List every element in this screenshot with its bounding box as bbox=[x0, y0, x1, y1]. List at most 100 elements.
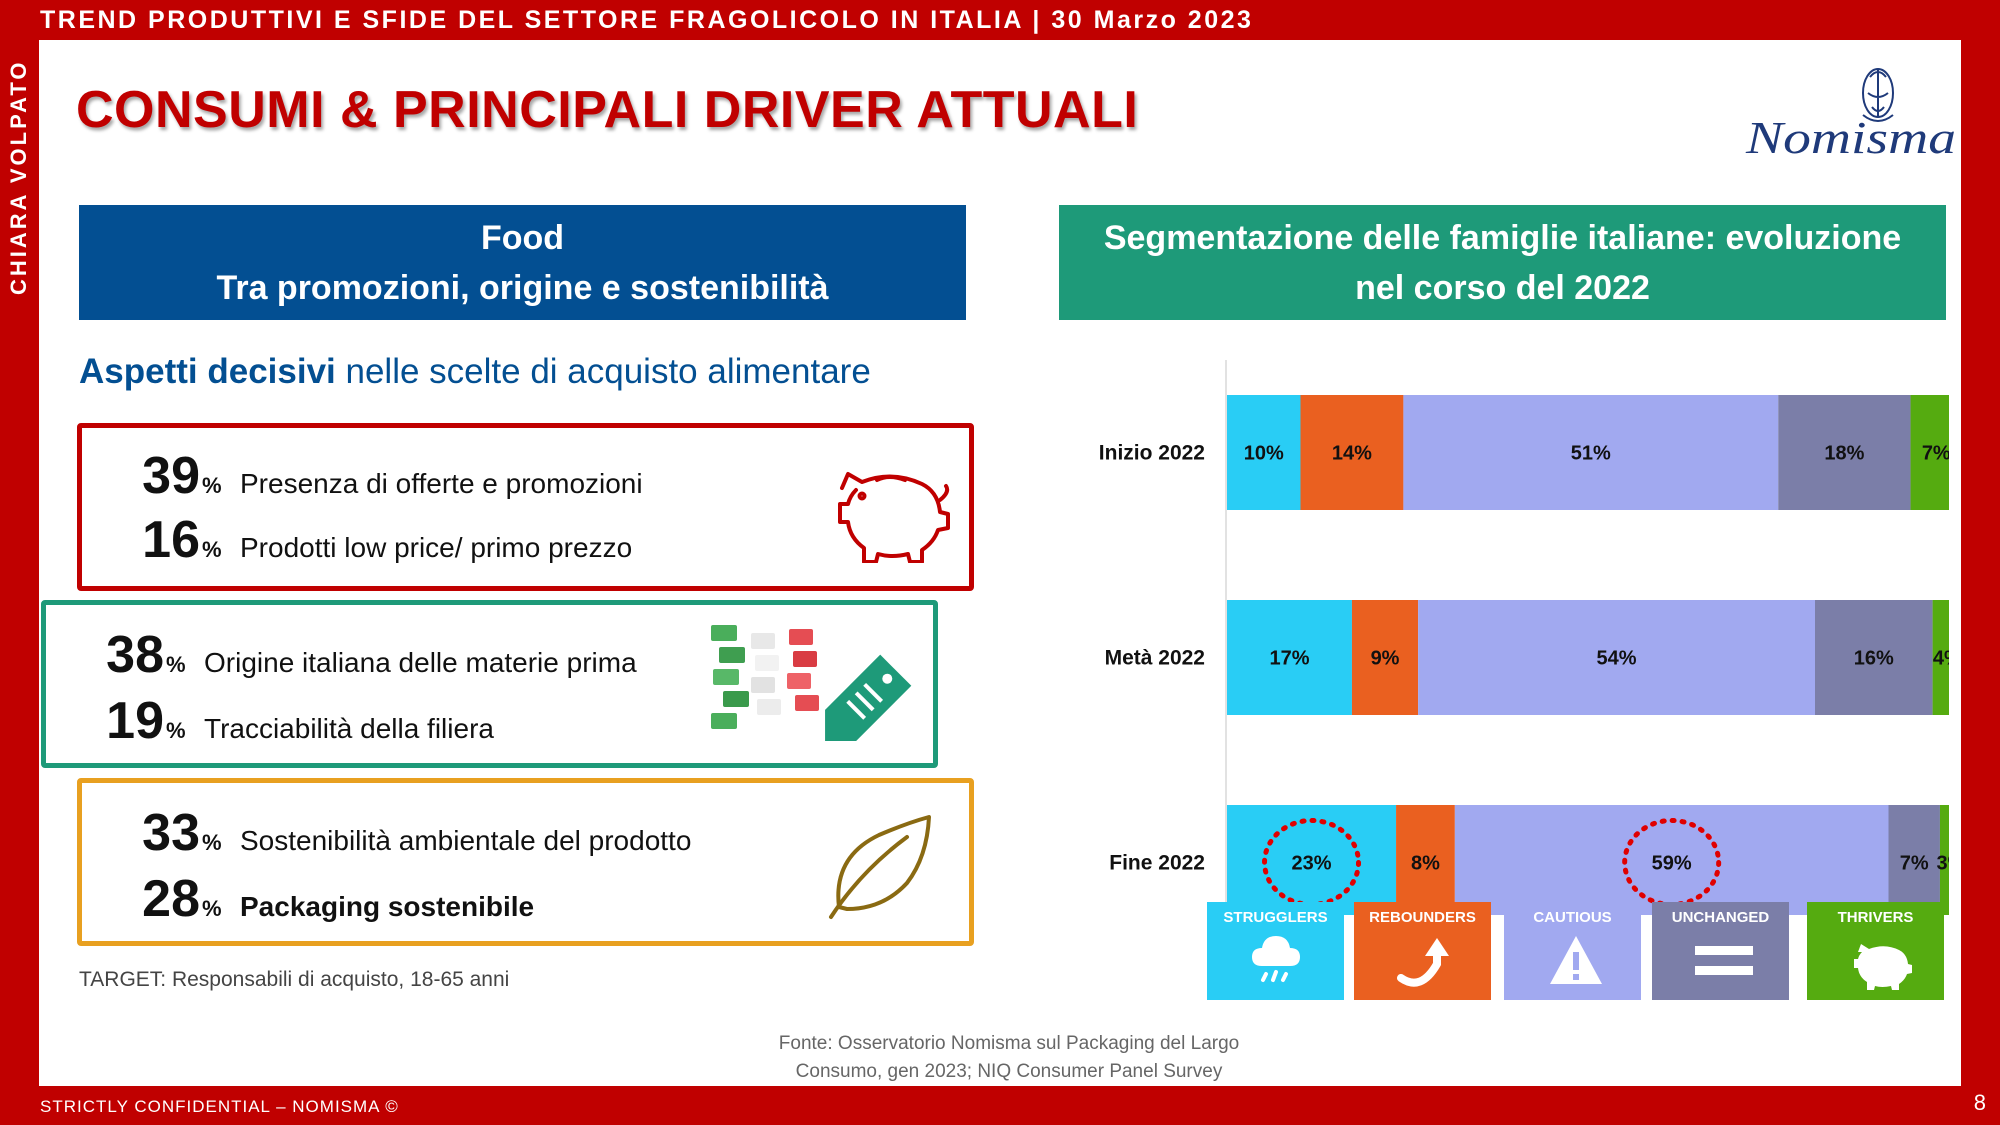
subtitle-bold: Aspetti decisivi bbox=[79, 352, 336, 391]
category-label: Inizio 2022 bbox=[1099, 442, 1205, 465]
stat-label: Tracciabilità della filiera bbox=[204, 713, 494, 744]
piggy-bank-icon bbox=[1854, 944, 1912, 990]
data-label: 3% bbox=[1937, 853, 1949, 875]
leaf-icon bbox=[829, 815, 931, 919]
legend-label: REBOUNDERS bbox=[1369, 909, 1476, 926]
promotions-box: 39% Presenza di offerte e promozioni 16% P… bbox=[77, 423, 974, 591]
bar-segment-cautious bbox=[1418, 600, 1815, 715]
source-line-1: Fonte: Osservatorio Nomisma sul Packagin… bbox=[778, 1033, 1240, 1054]
data-label: 4% bbox=[1933, 648, 1949, 670]
stat-unit: % bbox=[202, 537, 222, 562]
stat-packaging: 28% Packaging sostenibile bbox=[130, 869, 534, 929]
bar-segment-thrivers bbox=[1939, 805, 1949, 915]
presentation-title: TREND PRODUTTIVI E SFIDE DEL SETTORE FRA… bbox=[40, 6, 1254, 34]
food-heading: Food Tra promozioni, origine e sostenibi… bbox=[79, 205, 966, 320]
equals-icon bbox=[1695, 946, 1753, 975]
slide-title: CONSUMI & PRINCIPALI DRIVER ATTUALI bbox=[76, 81, 1139, 139]
legend-cautious: CAUTIOUS bbox=[1504, 902, 1641, 1000]
stat-value: 33 bbox=[142, 804, 200, 862]
legend-label: UNCHANGED bbox=[1671, 909, 1770, 926]
data-label: 16% bbox=[1854, 648, 1894, 670]
bar-segment-cautious bbox=[1454, 805, 1889, 915]
source-line-2: Consumo, gen 2023; NIQ Consumer Panel Su… bbox=[795, 1061, 1223, 1082]
rain-cloud-icon bbox=[1252, 936, 1300, 982]
piggy-bank-icon bbox=[838, 472, 950, 563]
italian-flag-tag-icon bbox=[711, 625, 912, 741]
data-label: 7% bbox=[1900, 853, 1929, 875]
stat-unit: % bbox=[202, 896, 222, 921]
segmentation-heading: Segmentazione delle famiglie italiane: e… bbox=[1059, 205, 1946, 320]
target-note: TARGET: Responsabili di acquisto, 18-65 … bbox=[79, 968, 510, 991]
stat-label: Packaging sostenibile bbox=[240, 891, 535, 922]
data-label: 9% bbox=[1371, 648, 1400, 670]
bar-segment-cautious bbox=[1403, 395, 1779, 510]
stat-label: Prodotti low price/ primo prezzo bbox=[240, 532, 633, 563]
bar-segment-strugglers bbox=[1227, 805, 1397, 915]
nomisma-logo: Nomisma bbox=[1741, 45, 1956, 165]
legend-label: CAUTIOUS bbox=[1533, 909, 1612, 926]
stat-value: 39 bbox=[142, 447, 200, 505]
bar-segment-unchanged bbox=[1815, 600, 1933, 715]
legend-rebounders: REBOUNDERS bbox=[1354, 902, 1491, 1000]
stat-value: 19 bbox=[106, 692, 164, 750]
bar-segment-strugglers bbox=[1227, 600, 1352, 715]
confidential-footer: STRICTLY CONFIDENTIAL – NOMISMA © bbox=[40, 1097, 399, 1116]
stat-unit: % bbox=[166, 652, 186, 677]
bar-segment-unchanged bbox=[1778, 395, 1911, 510]
stat-unit: % bbox=[202, 830, 222, 855]
legend-label: THRIVERS bbox=[1837, 909, 1914, 926]
stat-value: 38 bbox=[106, 626, 164, 684]
stat-value: 16 bbox=[142, 511, 200, 569]
stat-unit: % bbox=[202, 473, 222, 498]
segmentation-chart: Inizio 2022 10% 14% 51% 18% 7% Metà 2022 17% 9% 5… bbox=[1099, 360, 1949, 915]
stat-traceability: 19% Tracciabilità della filiera bbox=[94, 691, 494, 751]
sustainability-box: 33% Sostenibilità ambientale del prodotto… bbox=[77, 778, 974, 946]
stat-value: 28 bbox=[142, 870, 200, 928]
stat-offers: 39% Presenza di offerte e promozioni bbox=[130, 446, 643, 506]
food-heading-line1: Food bbox=[480, 218, 565, 257]
bar-segment-thrivers bbox=[1932, 600, 1949, 715]
legend-thrivers: THRIVERS bbox=[1807, 902, 1944, 1000]
logo-emblem-icon bbox=[1862, 68, 1894, 122]
stat-low-price: 16% Prodotti low price/ primo prezzo bbox=[130, 510, 632, 570]
page-number: 8 bbox=[1973, 1090, 1986, 1115]
legend-unchanged: UNCHANGED bbox=[1652, 902, 1789, 1000]
category-label: Fine 2022 bbox=[1109, 852, 1205, 875]
stat-italian-origin: 38% Origine italiana delle materie prima bbox=[94, 625, 637, 685]
warning-icon bbox=[1550, 936, 1602, 984]
data-label: 54% bbox=[1597, 648, 1637, 670]
data-label: 59% bbox=[1652, 853, 1692, 875]
bar-segment-rebounders bbox=[1300, 395, 1404, 510]
stat-unit: % bbox=[166, 718, 186, 743]
author-label: CHIARA VOLPATO bbox=[6, 59, 31, 295]
data-label: 51% bbox=[1571, 443, 1611, 465]
stat-environmental: 33% Sostenibilità ambientale del prodotto bbox=[130, 803, 691, 863]
legend-label: STRUGGLERS bbox=[1223, 909, 1328, 926]
bar-segment-thrivers bbox=[1910, 395, 1949, 510]
slide-canvas: CONSUMI & PRINCIPALI DRIVER ATTUALI Nomi… bbox=[39, 40, 1961, 1086]
bar-segment-rebounders bbox=[1351, 600, 1419, 715]
segmentation-heading-line1: Segmentazione delle famiglie italiane: e… bbox=[1103, 218, 1902, 257]
data-label: 14% bbox=[1332, 443, 1372, 465]
stat-label: Sostenibilità ambientale del prodotto bbox=[240, 825, 692, 856]
data-label: 7% bbox=[1922, 443, 1949, 465]
bar-segment-strugglers bbox=[1227, 395, 1301, 510]
legend-strugglers: STRUGGLERS bbox=[1207, 902, 1344, 1000]
subtitle-rest: nelle scelte di acquisto alimentare bbox=[335, 352, 871, 391]
rebound-arrow-icon bbox=[1397, 938, 1449, 987]
left-subtitle: Aspetti decisivi nelle scelte di acquist… bbox=[79, 352, 871, 392]
data-label: 17% bbox=[1269, 648, 1309, 670]
data-label: 10% bbox=[1244, 443, 1284, 465]
data-label: 23% bbox=[1292, 853, 1332, 875]
stat-label: Origine italiana delle materie prima bbox=[204, 647, 637, 678]
data-label: 18% bbox=[1824, 443, 1864, 465]
food-heading-line2: Tra promozioni, origine e sostenibilità bbox=[216, 268, 829, 307]
logo-wordmark: Nomisma bbox=[1745, 112, 1956, 163]
stat-label: Presenza di offerte e promozioni bbox=[240, 468, 643, 499]
data-label: 8% bbox=[1411, 853, 1440, 875]
origin-box: 38% Origine italiana delle materie prima … bbox=[41, 600, 938, 768]
source-note: Fonte: Osservatorio Nomisma sul Packagin… bbox=[719, 1030, 1299, 1086]
bar-segment-rebounders bbox=[1396, 805, 1455, 915]
segmentation-heading-line2: nel corso del 2022 bbox=[1355, 268, 1650, 307]
bar-segment-unchanged bbox=[1888, 805, 1940, 915]
